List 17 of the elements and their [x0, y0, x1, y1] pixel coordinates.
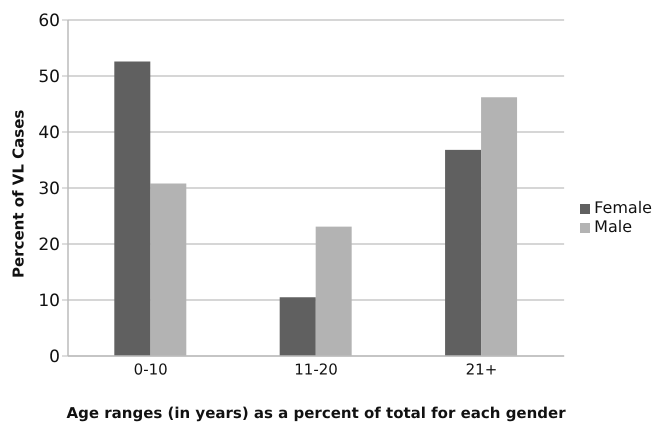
legend-label: Female [594, 198, 652, 217]
x-tick-label: 21+ [466, 360, 498, 379]
x-axis-title: Age ranges (in years) as a percent of total for each gender [66, 404, 566, 422]
x-tick-label: 0-10 [134, 360, 168, 379]
x-tick-label: 11-20 [294, 360, 338, 379]
y-tick-label: 50 [38, 67, 60, 88]
y-tick-label: 40 [38, 123, 60, 144]
y-tick-label: 0 [49, 347, 60, 368]
y-axis-title: Percent of VL Cases [9, 110, 28, 278]
y-tick-label: 60 [38, 11, 60, 32]
y-tick-label: 30 [38, 179, 60, 200]
legend-label: Male [594, 217, 632, 236]
bar [445, 150, 482, 356]
y-tick-label: 20 [38, 235, 60, 256]
y-tick-label: 10 [38, 291, 60, 312]
bar [114, 61, 150, 356]
bar [280, 297, 316, 356]
